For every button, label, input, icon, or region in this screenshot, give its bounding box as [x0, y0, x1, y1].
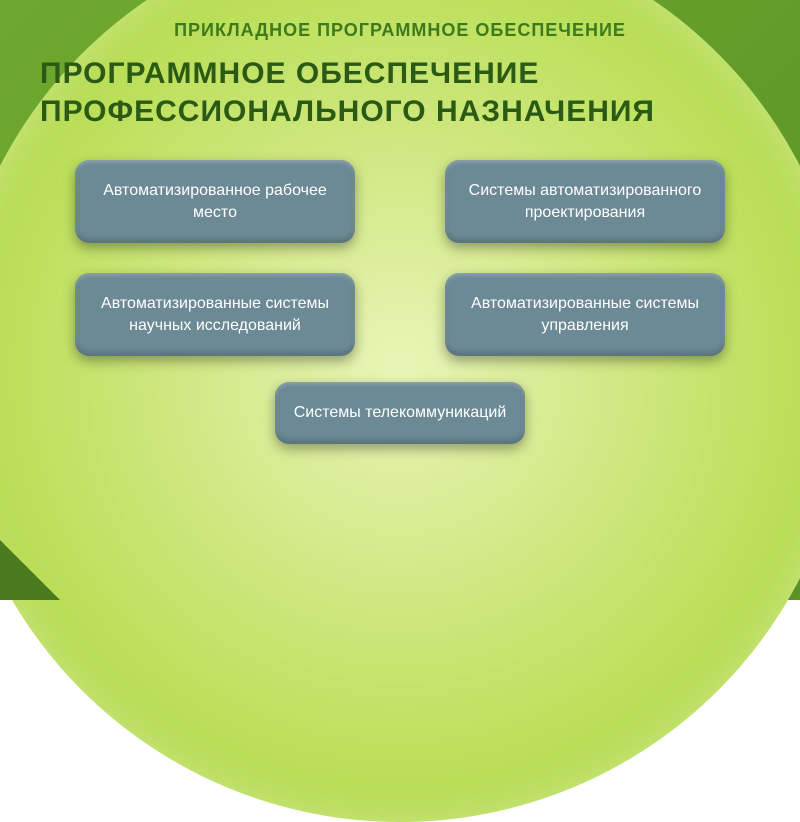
slide-content: ПРИКЛАДНОЕ ПРОГРАММНОЕ ОБЕСПЕЧЕНИЕ ПРОГР… [0, 0, 800, 600]
title-line-1: ПРОГРАММНОЕ ОБЕСПЕЧЕНИЕ [40, 57, 539, 90]
box-cad-systems: Системы автоматизированного проектирован… [445, 160, 725, 243]
box-telecom-systems: Системы телекоммуникаций [275, 382, 525, 444]
box-grid: Автоматизированное рабочее место Системы… [60, 160, 740, 356]
box-workstation: Автоматизированное рабочее место [75, 160, 355, 243]
slide-title: ПРОГРАММНОЕ ОБЕСПЕЧЕНИЕ ПРОФЕССИОНАЛЬНОГ… [40, 55, 760, 130]
title-line-2: ПРОФЕССИОНАЛЬНОГО НАЗНАЧЕНИЯ [40, 95, 655, 128]
slide-header: ПРИКЛАДНОЕ ПРОГРАММНОЕ ОБЕСПЕЧЕНИЕ [40, 20, 760, 41]
box-research-systems: Автоматизированные системы научных иссле… [75, 273, 355, 356]
bottom-row: Системы телекоммуникаций [40, 382, 760, 444]
box-management-systems: Автоматизированные системы управления [445, 273, 725, 356]
